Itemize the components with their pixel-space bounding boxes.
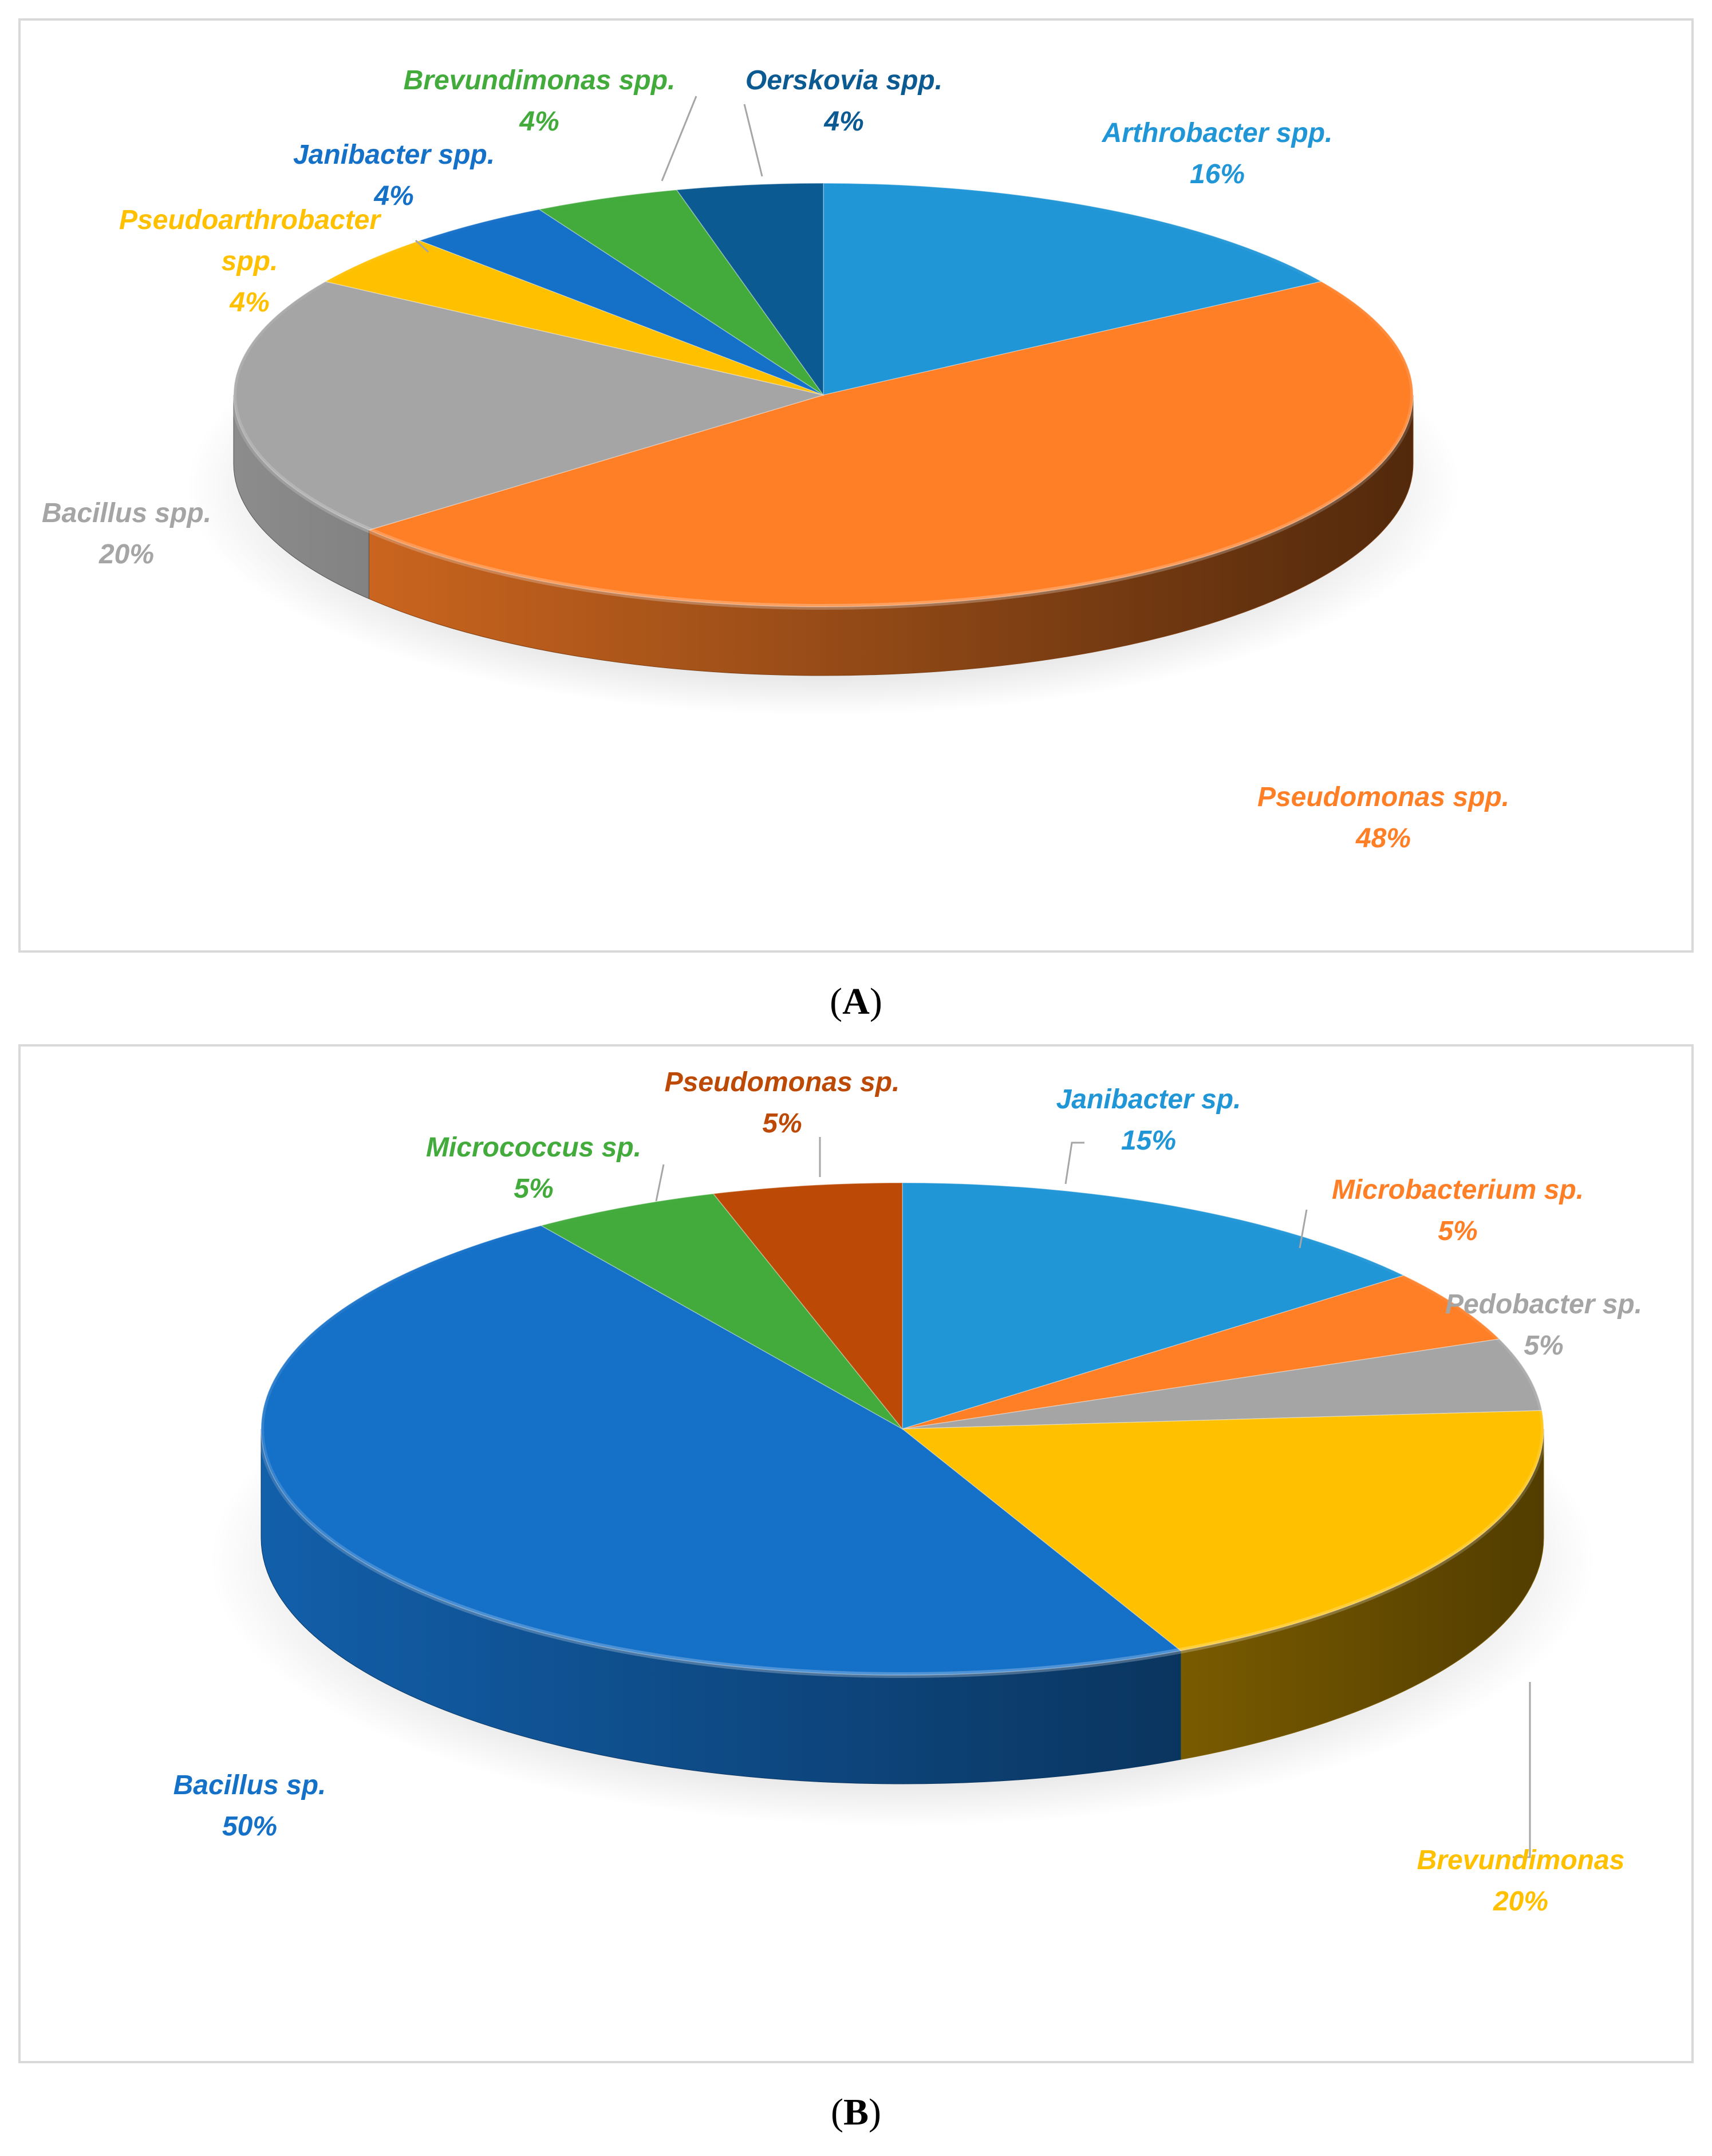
pie-slices	[233, 183, 1414, 607]
leader-line-janibacter-sp	[1064, 1142, 1084, 1184]
slice-label-brevundimonas-spp: Brevundimonas spp. 4%	[404, 65, 676, 137]
pie-labels: Janibacter sp. 15% Microbacterium sp. 5% Ped…	[173, 1067, 1642, 1917]
leader-line-micrococcus-sp	[655, 1164, 665, 1202]
slice-label-janibacter-spp: Janibacter spp. 4%	[293, 140, 495, 211]
slice-label-pedobacter-sp: Pedobacter sp. 5%	[1445, 1289, 1642, 1361]
pie-chart-a: Arthrobacter spp. 16% Pseudomonas spp. 48% B…	[42, 65, 1509, 854]
leader-line-microbacterium-sp	[1299, 1209, 1308, 1249]
slice-label-janibacter-sp: Janibacter sp. 15%	[1056, 1084, 1241, 1156]
slice-label-microbacterium-sp: Microbacterium sp. 5%	[1332, 1175, 1584, 1246]
caption-b: (B)	[831, 2091, 881, 2133]
slice-label-arthrobacter-spp: Arthrobacter spp. 16%	[1102, 118, 1333, 189]
slice-label-pseudomonas-sp: Pseudomonas sp. 5%	[665, 1067, 900, 1139]
leader-line-oerskovia-spp	[743, 104, 763, 177]
leader-line-brevundimonas-spp	[661, 96, 697, 181]
slice-label-pseudomonas-spp: Pseudomonas spp. 48%	[1257, 782, 1509, 854]
leader-line-brevundimonas	[1513, 1682, 1531, 1858]
leader-line-pseudoarthrobacter-spp	[415, 239, 429, 253]
slice-label-brevundimonas: Brevundimonas 20%	[1417, 1845, 1625, 1917]
slice-label-bacillus-spp: Bacillus spp. 20%	[42, 498, 211, 570]
caption-b-letter: B	[843, 2091, 869, 2133]
slice-label-oerskovia-spp: Oerskovia spp. 4%	[745, 65, 942, 137]
caption-a-letter: A	[842, 981, 870, 1022]
pie-chart-b: Janibacter sp. 15% Microbacterium sp. 5% Ped…	[173, 1067, 1642, 1917]
caption-a: (A)	[830, 981, 882, 1022]
chart-panel-a: Arthrobacter spp. 16% Pseudomonas spp. 48% B…	[18, 18, 1694, 953]
chart-panel-b: Janibacter sp. 15% Microbacterium sp. 5% Ped…	[18, 1044, 1694, 2063]
pie-slices	[261, 1182, 1544, 1676]
pie-rim-highlight	[231, 180, 1416, 610]
slice-label-pseudoarthrobacter-spp: Pseudoarthrobacter spp. 4%	[119, 205, 381, 318]
slice-label-bacillus-sp: Bacillus sp. 50%	[173, 1770, 326, 1842]
pie-rim-highlight	[258, 1180, 1547, 1678]
slice-label-micrococcus-sp: Micrococcus sp. 5%	[426, 1132, 641, 1204]
pie-labels: Arthrobacter spp. 16% Pseudomonas spp. 48% B…	[42, 65, 1509, 854]
